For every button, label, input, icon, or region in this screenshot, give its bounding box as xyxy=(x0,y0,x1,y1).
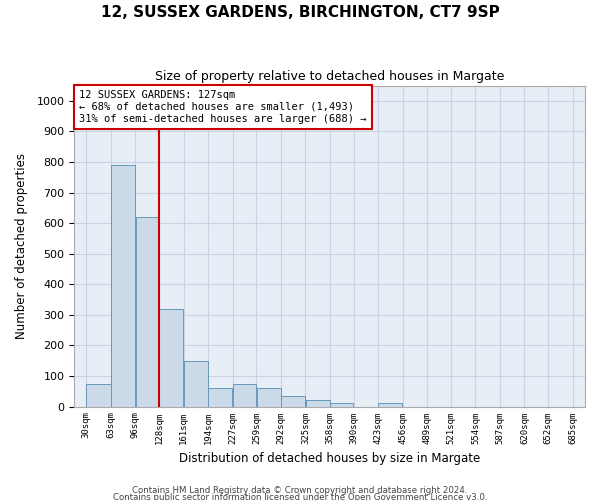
Bar xyxy=(208,388,232,406)
Y-axis label: Number of detached properties: Number of detached properties xyxy=(15,153,28,339)
Text: 12, SUSSEX GARDENS, BIRCHINGTON, CT7 9SP: 12, SUSSEX GARDENS, BIRCHINGTON, CT7 9SP xyxy=(101,5,499,20)
Bar xyxy=(305,400,330,406)
Bar xyxy=(159,308,184,406)
Bar xyxy=(379,404,403,406)
Title: Size of property relative to detached houses in Margate: Size of property relative to detached ho… xyxy=(155,70,504,83)
Bar xyxy=(86,384,110,406)
Bar xyxy=(111,165,135,406)
Text: 12 SUSSEX GARDENS: 127sqm
← 68% of detached houses are smaller (1,493)
31% of se: 12 SUSSEX GARDENS: 127sqm ← 68% of detac… xyxy=(79,90,367,124)
Bar xyxy=(233,384,256,406)
Text: Contains public sector information licensed under the Open Government Licence v3: Contains public sector information licen… xyxy=(113,494,487,500)
Text: Contains HM Land Registry data © Crown copyright and database right 2024.: Contains HM Land Registry data © Crown c… xyxy=(132,486,468,495)
X-axis label: Distribution of detached houses by size in Margate: Distribution of detached houses by size … xyxy=(179,452,480,465)
Bar xyxy=(257,388,281,406)
Bar xyxy=(281,396,305,406)
Bar xyxy=(184,362,208,406)
Bar xyxy=(136,217,159,406)
Bar xyxy=(330,404,353,406)
